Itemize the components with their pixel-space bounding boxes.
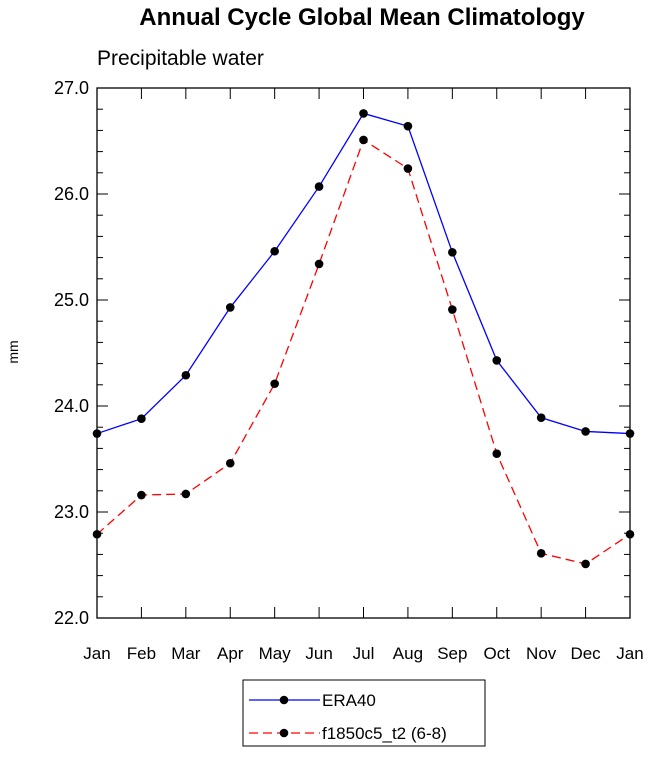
data-point bbox=[225, 458, 235, 468]
data-point bbox=[137, 414, 146, 424]
plot-frame bbox=[96, 87, 631, 619]
y-tick-label: 26.0 bbox=[54, 184, 89, 204]
series-layer bbox=[92, 109, 635, 569]
data-point bbox=[225, 303, 235, 312]
data-point bbox=[270, 246, 279, 256]
legend-marker bbox=[279, 728, 289, 738]
data-point bbox=[448, 248, 457, 257]
data-point bbox=[137, 490, 146, 500]
data-point bbox=[92, 429, 102, 438]
chart-title: Annual Cycle Global Mean Climatology bbox=[139, 4, 585, 31]
x-tick-label: May bbox=[259, 644, 292, 663]
data-point bbox=[492, 356, 502, 365]
data-point bbox=[581, 559, 590, 569]
data-point bbox=[403, 164, 413, 173]
x-tick-label: Aug bbox=[393, 644, 423, 663]
y-tick-label: 23.0 bbox=[54, 502, 89, 522]
x-tick-label: Jan bbox=[616, 644, 643, 663]
data-point bbox=[492, 449, 502, 459]
x-tick-label: Jan bbox=[83, 644, 110, 663]
y-tick-label: 22.0 bbox=[54, 608, 89, 628]
data-point bbox=[359, 135, 368, 145]
legend: ERA40 f1850c5_t2 (6-8) bbox=[242, 679, 486, 747]
y-tick-label: 27.0 bbox=[54, 78, 89, 98]
chart-subtitle: Precipitable water bbox=[97, 47, 264, 70]
data-point bbox=[314, 259, 324, 269]
x-tick-label: Sep bbox=[437, 644, 467, 663]
data-point bbox=[536, 413, 546, 422]
data-point bbox=[92, 529, 102, 539]
x-tick-labels: Jan Feb Mar Apr May Jun Jul Aug Sep Oct Nov Dec Jan bbox=[83, 644, 643, 663]
y-axis-label: mm bbox=[5, 340, 21, 363]
legend-marker bbox=[279, 695, 289, 705]
data-point bbox=[448, 305, 457, 314]
data-point bbox=[625, 429, 635, 438]
legend-label: ERA40 bbox=[322, 691, 376, 710]
data-point bbox=[181, 489, 191, 499]
x-tick-label: Apr bbox=[217, 644, 244, 663]
x-tick-label: Jun bbox=[305, 644, 332, 663]
y-tick-label: 25.0 bbox=[54, 290, 89, 310]
data-point bbox=[403, 121, 413, 131]
x-tick-label: Mar bbox=[171, 644, 201, 663]
data-point bbox=[536, 549, 546, 558]
x-tick-label: Feb bbox=[127, 644, 156, 663]
series-line bbox=[96, 112, 631, 435]
x-tick-label: Nov bbox=[526, 644, 557, 663]
data-point bbox=[359, 109, 368, 118]
series-line bbox=[96, 138, 631, 565]
data-point bbox=[181, 370, 191, 380]
x-tick-label: Jul bbox=[353, 644, 375, 663]
y-tick-labels: 22.0 23.0 24.0 25.0 26.0 27.0 bbox=[54, 78, 89, 628]
axis-ticks bbox=[96, 87, 631, 619]
data-point bbox=[270, 379, 279, 389]
x-tick-label: Oct bbox=[484, 644, 511, 663]
x-tick-label: Dec bbox=[570, 644, 601, 663]
data-point bbox=[314, 182, 324, 191]
data-point bbox=[581, 427, 590, 436]
data-point bbox=[625, 529, 635, 539]
legend-label: f1850c5_t2 (6-8) bbox=[322, 724, 447, 743]
y-tick-label: 24.0 bbox=[54, 396, 89, 416]
